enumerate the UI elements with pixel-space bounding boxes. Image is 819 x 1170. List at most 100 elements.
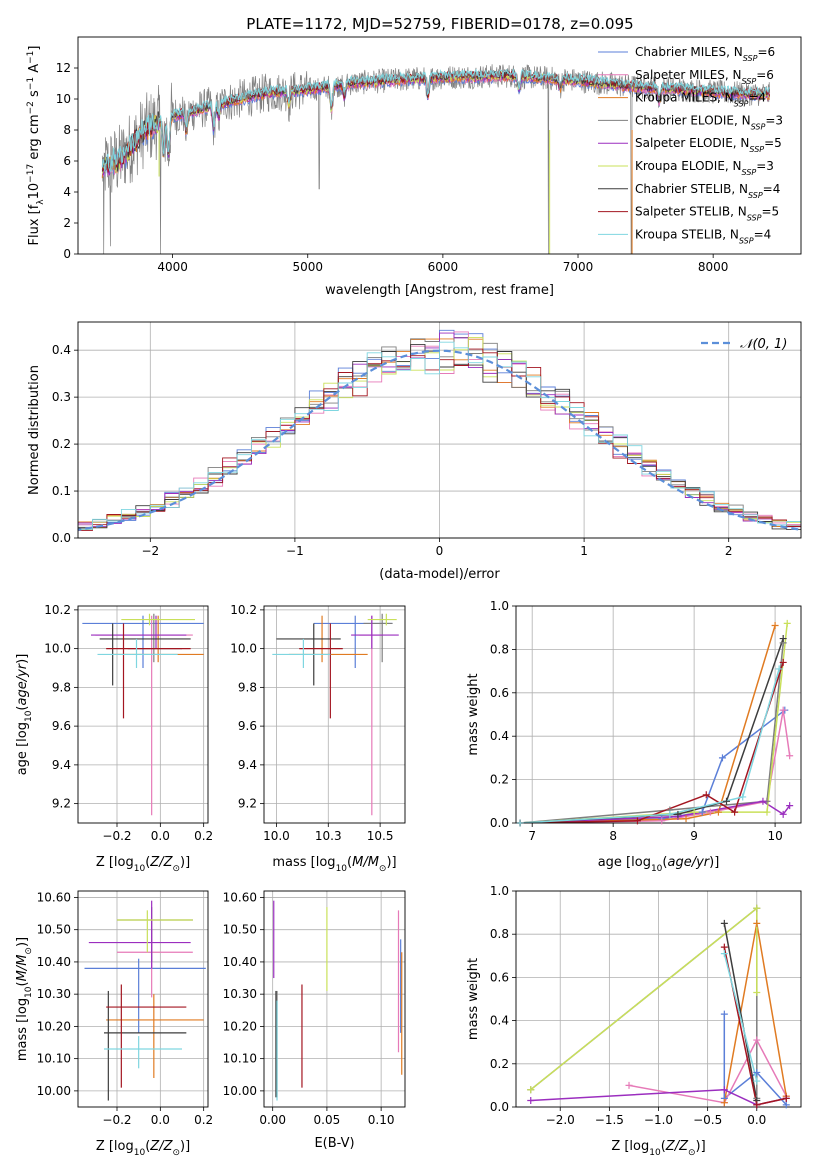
weight-line (628, 1038, 787, 1104)
axes-frame (77, 36, 802, 255)
x-axis-label: mass [log10(M/M⊙)] (272, 855, 396, 874)
weight-line (519, 668, 780, 823)
axes-frame (77, 890, 209, 1108)
weight-marker (723, 797, 731, 805)
y-tick-label: 10.10 (37, 1052, 71, 1066)
y-tick-label: 0.4 (490, 1014, 509, 1028)
figure-title: PLATE=1172, MJD=52759, FIBERID=0178, z=0… (246, 15, 633, 33)
y-tick-label: 0.8 (490, 642, 509, 656)
weight-marker (786, 802, 794, 810)
weight-marker (753, 1077, 761, 1085)
weight-line (723, 1014, 787, 1106)
legend-entry: Kroupa MILES, NSSP=4 (635, 91, 766, 109)
legend-entry: Kroupa ELODIE, NSSP=3 (635, 159, 774, 177)
y-tick-label: 0.3 (52, 390, 71, 404)
y-tick-label: 10.30 (37, 987, 71, 1001)
x-axis-label: age [log10(age/yr)] (598, 855, 720, 874)
weight-marker (698, 808, 706, 816)
x-tick-label: 0.10 (368, 1113, 395, 1127)
axes-spectrum: 4000 5000 6000 7000 8000 0 2 4 6 8 10 12 wavelength … (26, 36, 802, 298)
y-tick-label: 10.30 (223, 987, 257, 1001)
x-tick-label: 0.2 (194, 1113, 213, 1127)
legend-entry: Salpeter ELODIE, NSSP=5 (635, 136, 782, 154)
weight-marker (720, 943, 728, 951)
weight-marker (720, 1099, 728, 1107)
weight-marker (702, 791, 710, 799)
y-tick-label: 8 (63, 123, 71, 137)
y-tick-label: 9.2 (238, 797, 257, 811)
y-axis-label: Flux [fλ10−17 erg cm−2 s−1 A−1] (26, 46, 46, 246)
x-tick-label: 10.0 (263, 829, 290, 843)
y-axis-label: mass weight (466, 958, 481, 1040)
y-tick-label: 0.2 (52, 437, 71, 451)
x-tick-label: 9 (690, 829, 698, 843)
y-tick-label: 10.2 (44, 603, 71, 617)
x-tick-label: 7000 (563, 260, 594, 274)
weight-marker (771, 622, 779, 630)
x-tick-label: −1.5 (595, 1113, 624, 1127)
weight-marker (763, 808, 771, 816)
axes-z-vs-weight: −2.0 −1.5 −1.0 −0.5 0.0 0.0 0.2 0.4 0.6 0.8 1.0 Z [… (466, 884, 802, 1158)
x-axis-label: E(B-V) (314, 1136, 354, 1151)
x-tick-label: −0.2 (102, 829, 131, 843)
weight-line (530, 906, 758, 1091)
weight-line (530, 906, 758, 1099)
x-tick-label: 10.3 (315, 829, 342, 843)
weight-marker (527, 1097, 535, 1105)
weight-marker (783, 619, 791, 627)
normal-legend-label: 𝒩(0, 1) (740, 337, 787, 352)
x-tick-label: 10 (767, 829, 782, 843)
weight-line (723, 923, 758, 1101)
x-tick-label: 5000 (292, 260, 323, 274)
y-tick-label: 10.60 (37, 890, 71, 904)
plot-area (84, 900, 206, 1101)
legend-entry: Chabrier ELODIE, NSSP=3 (635, 113, 783, 130)
x-tick-label: 8000 (698, 260, 729, 274)
x-tick-label: 10.5 (367, 829, 394, 843)
legend-entry: Chabrier STELIB, NSSP=4 (635, 182, 780, 200)
x-tick-label: 8 (609, 829, 617, 843)
weight-marker (782, 1101, 790, 1109)
weight-marker (753, 989, 761, 997)
x-axis-label: Z [log10(Z/Z⊙)] (96, 1139, 190, 1158)
y-tick-label: 10.00 (223, 1084, 257, 1098)
normal-curve (78, 349, 801, 531)
weight-marker (759, 797, 767, 805)
x-tick-label: −2 (141, 544, 159, 558)
x-tick-label: −1 (286, 544, 304, 558)
x-tick-label: 0.05 (314, 1113, 341, 1127)
y-tick-label: 10.20 (37, 1019, 71, 1033)
plot-area (82, 613, 204, 816)
y-tick-label: 0.4 (52, 343, 71, 357)
weight-marker (720, 950, 728, 958)
x-tick-label: −2.0 (546, 1113, 575, 1127)
weight-marker (690, 808, 698, 816)
y-tick-label: 0.4 (490, 729, 509, 743)
weight-line (519, 662, 784, 823)
weight-marker (666, 810, 674, 818)
y-tick-label: 1.0 (490, 884, 509, 898)
y-tick-label: 0.1 (52, 484, 71, 498)
plot-area (272, 613, 399, 816)
axes-ebv-vs-mass: 0.00 0.05 0.10 10.00 10.10 10.20 10.30 10.40 10.… (223, 890, 406, 1151)
y-axis-label: mass [log10(M/M⊙)] (15, 937, 34, 1061)
y-tick-label: 12 (56, 61, 71, 75)
y-tick-label: 10.10 (223, 1052, 257, 1066)
y-tick-label: 9.6 (52, 719, 71, 733)
x-tick-label: 6000 (428, 260, 459, 274)
x-axis-label: wavelength [Angstrom, rest frame] (325, 283, 554, 298)
y-tick-label: 1.0 (490, 599, 509, 613)
x-tick-label: 0.00 (259, 1113, 286, 1127)
residual-histogram (78, 341, 801, 530)
y-tick-label: 9.8 (52, 680, 71, 694)
legend-entry: Kroupa STELIB, NSSP=4 (635, 227, 771, 245)
weight-marker (682, 815, 690, 823)
weight-line (723, 953, 758, 1082)
weight-marker (779, 658, 787, 666)
x-tick-label: 7 (528, 829, 536, 843)
y-tick-label: 0.8 (490, 927, 509, 941)
y-tick-label: 10.0 (230, 642, 257, 656)
weight-marker (753, 1068, 761, 1076)
y-tick-label: 10.50 (223, 923, 257, 937)
x-tick-label: 4000 (157, 260, 188, 274)
